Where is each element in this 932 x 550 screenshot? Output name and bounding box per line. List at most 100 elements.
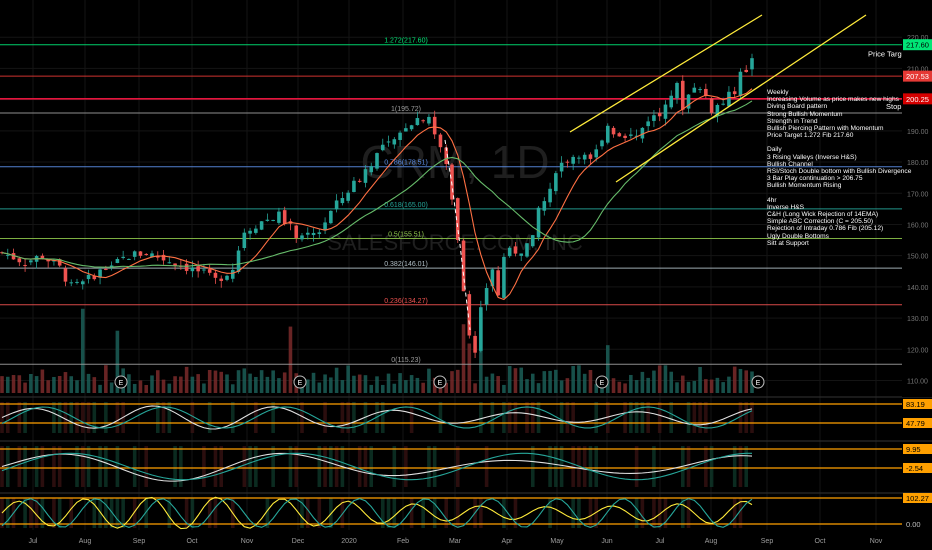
weekly-note-line: Diving Board pattern — [767, 103, 828, 111]
panel-shade — [369, 446, 374, 487]
candle-body — [282, 210, 287, 225]
candle-body — [98, 269, 102, 278]
panel-shade — [213, 498, 218, 528]
analysis-notes: Weekly Increasing Volume as price makes n… — [767, 89, 927, 254]
time-tick-label: Apr — [502, 538, 514, 545]
volume-bar — [577, 365, 581, 393]
panel-shade — [479, 498, 483, 528]
price-tick-label: 150.00 — [907, 254, 929, 261]
price-badge — [903, 93, 932, 105]
candle-body — [455, 198, 460, 240]
volume-bar — [5, 376, 10, 393]
candle-body — [357, 180, 362, 182]
time-tick-label: Sep — [761, 538, 774, 545]
candle-body — [294, 225, 299, 238]
volume-bar — [409, 375, 414, 393]
panel-shade — [80, 402, 85, 433]
candle-body — [536, 207, 541, 238]
price-axis-bg — [902, 0, 932, 397]
panel-shade — [213, 446, 218, 487]
weekly-note-line: Weekly — [767, 89, 789, 96]
candle-body — [132, 251, 137, 257]
volume-bar — [196, 374, 200, 393]
volume-bar — [617, 381, 622, 393]
volume-bar — [207, 369, 212, 393]
panel-shade — [184, 498, 189, 528]
panel-shade — [704, 402, 708, 433]
panel-shade — [744, 402, 749, 433]
candle-body — [207, 269, 212, 273]
panel-shade — [432, 498, 437, 528]
panel-shade — [484, 446, 489, 487]
candle-body — [369, 166, 374, 173]
panel-shade — [738, 402, 743, 433]
candle-body — [427, 116, 431, 124]
panel-shade — [17, 446, 22, 487]
candle-body — [652, 115, 656, 121]
panel-shade — [652, 498, 656, 528]
panel-shade — [23, 498, 27, 528]
panel-shade — [629, 402, 633, 433]
panel-shade — [109, 498, 114, 528]
panel-shade — [513, 498, 518, 528]
panel-shade — [582, 446, 587, 487]
dashed-projection — [444, 139, 471, 331]
panel-shade — [63, 402, 68, 433]
sma-slow-line — [1, 100, 753, 268]
volume-bar — [329, 377, 333, 393]
volume-bar — [611, 378, 616, 393]
volume-bar — [473, 383, 477, 393]
panel-shade — [588, 498, 593, 528]
volume-bar — [484, 376, 489, 393]
time-tick-label: Jul — [656, 538, 665, 545]
candle-body — [63, 268, 68, 282]
panel-shade — [663, 498, 668, 528]
panel-shade — [750, 402, 754, 433]
fib-label: 0.618(165.00) — [384, 202, 428, 209]
time-axis: Jul Aug Sep Oct Nov Dec 2020 Feb Mar Apr May Jun Jul… — [29, 538, 883, 545]
panel-shade — [242, 446, 247, 487]
price-tick-label: 180.00 — [907, 160, 929, 167]
panel-shade — [104, 402, 108, 433]
fib-label: 1(195.72) — [391, 106, 421, 113]
volume-bar — [340, 380, 345, 393]
volume-bar — [738, 368, 743, 393]
panel-shade — [271, 446, 275, 487]
panel-shade — [409, 498, 414, 528]
panel-shade — [657, 402, 662, 433]
panel-shade — [479, 402, 483, 433]
candle-body — [127, 258, 131, 260]
time-tick-label: Jun — [601, 538, 612, 545]
candle-body — [571, 156, 575, 164]
weekly-note-line: Bullish Piercing Pattern with Momentum — [767, 125, 884, 133]
panel-shade — [588, 446, 593, 487]
panel-value-badge — [903, 463, 932, 473]
h4-note-line: Ugly Double Bottoms — [767, 232, 829, 240]
candle-body — [311, 232, 316, 236]
volume-bar — [675, 382, 679, 393]
h4-note-line: 4hr — [767, 196, 777, 204]
time-tick-label: Oct — [187, 538, 198, 545]
candle-body — [750, 58, 754, 70]
candlesticks — [0, 53, 754, 358]
panel-shade — [144, 498, 149, 528]
time-tick-label: Feb — [397, 538, 409, 545]
volume-bar — [646, 377, 650, 393]
stop-label: Stop — [886, 102, 901, 111]
oscillator-line — [1, 496, 753, 530]
candle-body — [461, 240, 466, 292]
volume-bar — [490, 373, 495, 393]
volume-bar — [565, 378, 570, 393]
volume-bar — [363, 375, 368, 393]
panel-shade — [427, 446, 431, 487]
volume-bar — [507, 366, 512, 393]
oscillator-line — [1, 452, 753, 482]
panel-shade — [525, 402, 529, 433]
volume-bar — [248, 373, 252, 393]
panel-shade — [669, 402, 674, 433]
candle-body — [623, 135, 627, 139]
candle-body — [346, 192, 350, 201]
panel-shade — [121, 498, 125, 528]
candle-body — [548, 188, 552, 203]
panel-shade — [646, 402, 650, 433]
